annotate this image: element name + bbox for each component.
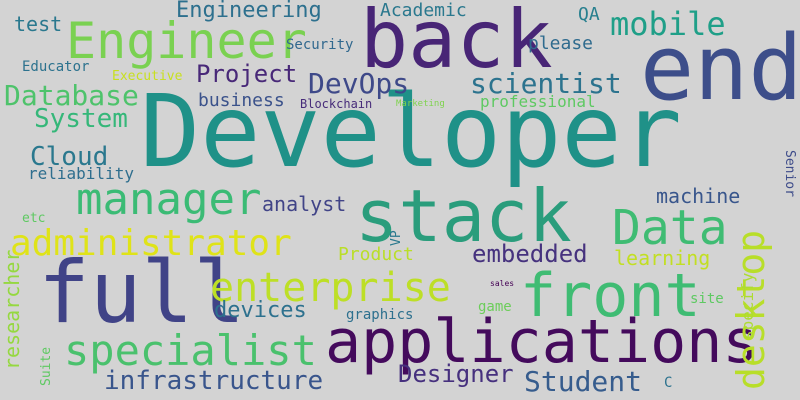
word-executive: Executive	[112, 69, 183, 84]
word-front: front	[520, 261, 701, 331]
word-project: Project	[196, 60, 298, 88]
word-designer: Designer	[398, 360, 514, 388]
word-student: Student	[524, 365, 643, 398]
word-site: site	[690, 291, 724, 307]
word-full: full	[38, 243, 246, 343]
word-stack: stack	[355, 174, 572, 258]
word-specify: specify	[738, 272, 757, 340]
word-researcher: researcher	[0, 249, 24, 370]
word-machine: machine	[656, 184, 741, 208]
word-senior: Senior	[782, 150, 797, 197]
word-graphics: graphics	[346, 307, 414, 323]
word-sales: sales	[490, 279, 515, 288]
word-test: test	[14, 12, 63, 36]
word-learning: learning	[614, 246, 711, 270]
word-product: Product	[338, 244, 414, 265]
word-end: end	[640, 16, 800, 121]
word-specialist: specialist	[64, 326, 317, 375]
word-system: System	[34, 104, 128, 134]
word-please: please	[528, 33, 594, 54]
word-data: Data	[612, 200, 728, 256]
word-business: business	[198, 90, 285, 111]
word-game: game	[478, 299, 512, 315]
word-reliability: reliability	[28, 164, 134, 183]
word-scientist: scientist	[470, 67, 622, 100]
word-professional: professional	[480, 92, 596, 111]
word-academic: Academic	[380, 0, 467, 21]
word-enterprise: enterprise	[210, 265, 451, 311]
word-mobile: mobile	[610, 5, 726, 43]
word-engineering: Engineering	[176, 0, 322, 23]
word-engineer: Engineer	[66, 12, 307, 70]
word-cloud: Cloud	[30, 142, 109, 172]
word-manager: manager	[76, 174, 262, 225]
word-suite: Suite	[39, 346, 54, 386]
word-applications: applications	[325, 307, 759, 377]
word-blockchain: Blockchain	[300, 97, 373, 111]
word-c: C	[664, 375, 673, 391]
word-infrastructure: infrastructure	[104, 366, 324, 396]
word-devices: devices	[214, 298, 307, 323]
word-administrator: administrator	[10, 223, 292, 264]
word-security: Security	[286, 37, 354, 53]
word-educator: Educator	[22, 59, 90, 75]
word-developer: Developer	[140, 73, 682, 190]
word-etc: etc	[22, 211, 46, 226]
word-database: Database	[4, 79, 139, 112]
word-qa: QA	[578, 4, 600, 25]
word-analyst: analyst	[262, 192, 347, 216]
word-marketing: Marketing	[396, 99, 445, 109]
word-back: back	[360, 0, 553, 86]
word-vp: VP	[389, 230, 404, 246]
word-embedded: embedded	[472, 240, 588, 268]
word-devops: DevOps	[308, 67, 410, 100]
